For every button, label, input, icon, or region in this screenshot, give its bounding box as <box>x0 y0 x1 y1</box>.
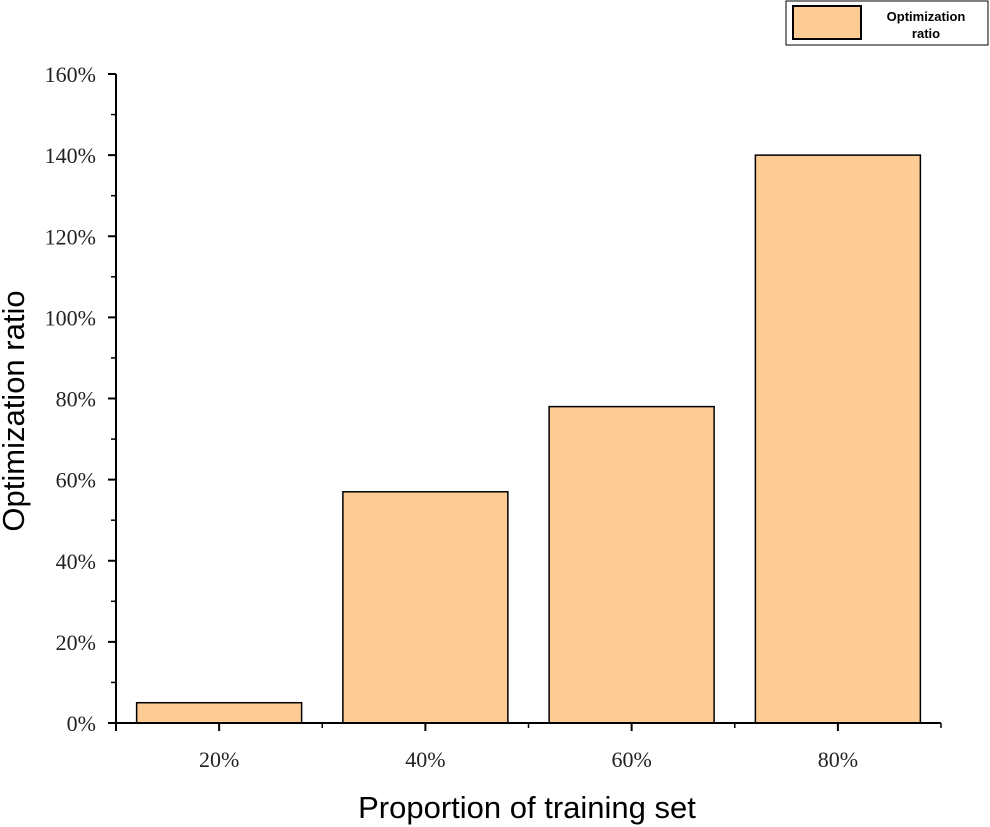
y-axis-title: Optimization ratio <box>0 290 31 531</box>
bar-3 <box>548 405 715 724</box>
bar-2 <box>342 491 509 724</box>
legend: Optimization ratio <box>785 0 989 46</box>
y-tick-group: 0% 20% 40% 60% 80% 100% 120% 140% 160% <box>45 62 116 736</box>
y-tick-label: 40% <box>56 549 96 574</box>
x-tick-label: 80% <box>818 747 858 772</box>
y-tick-label: 20% <box>56 630 96 655</box>
y-tick-label: 0% <box>67 711 96 736</box>
x-axis-title: Proportion of training set <box>358 790 696 825</box>
legend-label-line-2: ratio <box>912 26 940 41</box>
y-tick-label: 140% <box>45 143 96 168</box>
y-tick-label: 60% <box>56 468 96 493</box>
legend-swatch <box>792 5 862 40</box>
x-tick-label: 40% <box>405 747 445 772</box>
x-tick-label: 20% <box>199 747 239 772</box>
x-tick-group: 20% 40% 60% 80% <box>199 723 942 772</box>
legend-label-line-1: Optimization <box>887 9 966 24</box>
y-tick-label: 120% <box>45 224 96 249</box>
bars-group <box>135 154 922 724</box>
bar-1 <box>135 701 303 724</box>
x-tick-label: 60% <box>611 747 651 772</box>
bar-4 <box>754 154 922 724</box>
y-tick-label: 80% <box>56 387 96 412</box>
y-tick-label: 160% <box>45 62 96 87</box>
y-tick-label: 100% <box>45 305 96 330</box>
